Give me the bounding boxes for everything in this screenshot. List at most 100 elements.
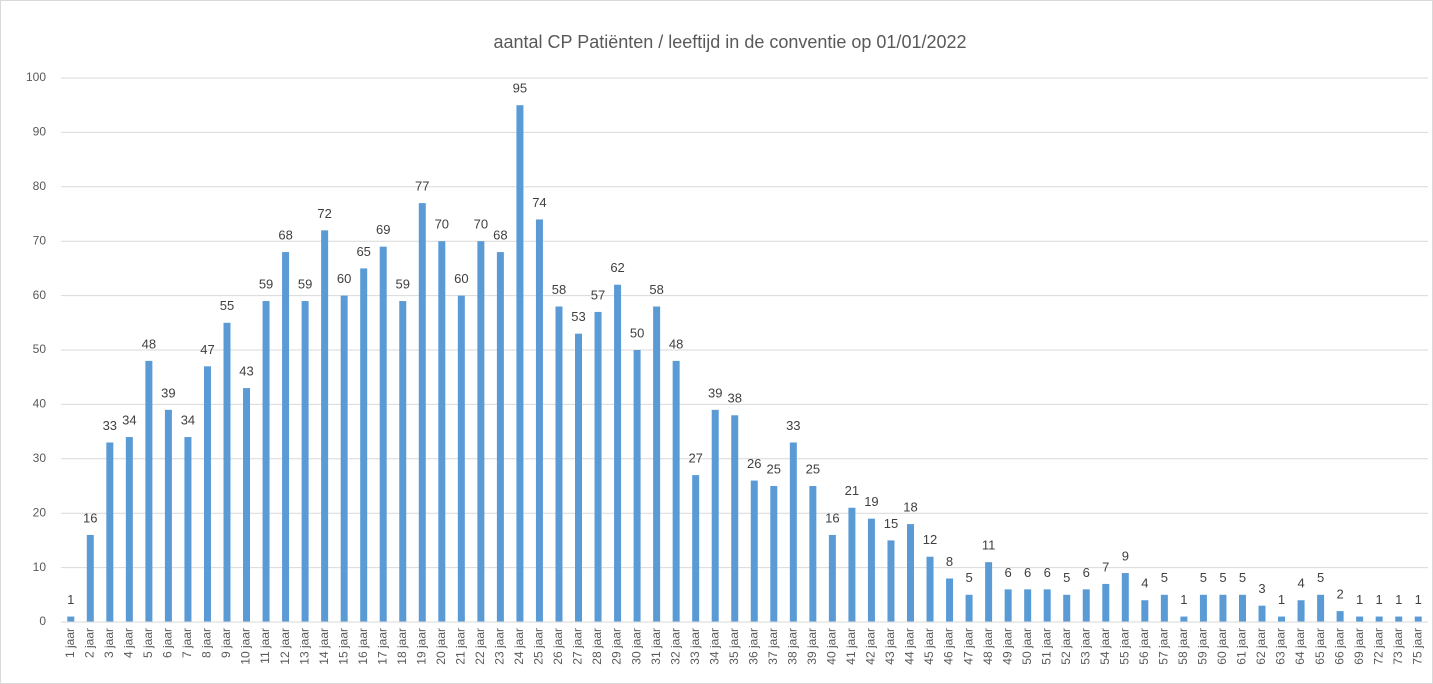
bar [575,333,583,622]
y-tick-label: 20 [33,505,47,519]
bar [164,409,172,622]
data-label: 16 [825,510,839,525]
x-tick-label: 39 jaar [805,628,819,665]
x-tick-label: 20 jaar [434,628,448,665]
x-tick-label: 75 jaar [1410,628,1424,665]
data-label: 53 [571,309,585,324]
bar [125,437,133,622]
x-tick-label: 7 jaar [180,628,194,658]
data-label: 95 [513,81,527,96]
data-label: 59 [298,276,312,291]
bar [614,284,622,622]
bar [418,203,426,622]
x-tick-label: 22 jaar [473,628,487,665]
y-tick-label: 0 [39,614,46,628]
data-label: 6 [1083,565,1090,580]
bar [633,350,641,622]
x-tick-label: 30 jaar [629,628,643,665]
bar [1180,616,1188,622]
data-label: 1 [1356,592,1363,607]
data-label: 47 [200,342,214,357]
x-tick-label: 35 jaar [727,628,741,665]
x-tick-label: 9 jaar [219,628,233,658]
bar [67,616,75,622]
bar [223,322,231,622]
x-tick-label: 56 jaar [1137,628,1151,665]
bar [1395,616,1403,622]
data-label: 60 [337,271,351,286]
bar [750,480,758,622]
bar [1004,589,1012,622]
x-tick-label: 60 jaar [1215,628,1229,665]
data-label: 68 [278,228,292,243]
y-tick-label: 100 [26,70,46,84]
data-label: 15 [884,516,898,531]
bar [1141,600,1149,622]
x-tick-label: 52 jaar [1059,628,1073,665]
data-label: 1 [1180,592,1187,607]
data-label: 5 [1200,570,1207,585]
y-tick-label: 30 [33,451,47,465]
x-tick-label: 64 jaar [1293,628,1307,665]
data-label: 5 [1219,570,1226,585]
bar [965,594,973,622]
bar [867,518,875,622]
x-tick-label: 32 jaar [668,628,682,665]
data-label: 11 [982,538,996,553]
bar [243,388,251,622]
bar [1199,594,1207,622]
data-label: 5 [1063,570,1070,585]
bar [301,301,309,622]
data-label: 25 [806,461,820,476]
bar [770,486,778,622]
data-label: 70 [474,217,488,232]
x-tick-label: 4 jaar [122,628,136,658]
bar [1082,589,1090,622]
x-tick-label: 50 jaar [1020,628,1034,665]
bar [1063,594,1071,622]
data-label: 5 [965,570,972,585]
x-tick-label: 72 jaar [1371,628,1385,665]
bar [282,252,290,622]
x-tick-label: 3 jaar [102,628,116,658]
data-label: 70 [435,217,449,232]
bar [1043,589,1051,622]
x-tick-label: 1 jaar [63,628,77,658]
x-tick-label: 6 jaar [161,628,175,658]
bar [1317,594,1325,622]
x-tick-label: 45 jaar [922,628,936,665]
data-label: 1 [67,592,74,607]
x-tick-label: 31 jaar [649,628,663,665]
x-tick-label: 38 jaar [785,628,799,665]
bar [1375,616,1383,622]
bar [262,301,270,622]
bar [321,230,329,622]
bar [711,409,719,622]
data-label: 48 [142,336,156,351]
bar [496,252,504,622]
data-label: 33 [786,418,800,433]
bar [516,105,524,622]
bar [1258,605,1266,622]
x-tick-label: 5 jaar [141,628,155,658]
x-tick-label: 19 jaar [414,628,428,665]
x-tick-label: 55 jaar [1117,628,1131,665]
bar [1414,616,1422,622]
data-label: 25 [767,461,781,476]
data-label: 21 [845,483,859,498]
data-label: 4 [1297,576,1304,591]
data-label: 8 [946,554,953,569]
x-tick-label: 58 jaar [1176,628,1190,665]
data-label: 5 [1317,570,1324,585]
y-tick-label: 10 [33,560,47,574]
bar [731,415,739,622]
data-label: 9 [1122,548,1129,563]
bar [1238,594,1246,622]
data-label: 69 [376,222,390,237]
x-tick-label: 63 jaar [1274,628,1288,665]
data-label: 39 [708,385,722,400]
bar [438,241,446,622]
x-tick-label: 44 jaar [903,628,917,665]
data-label: 57 [591,287,605,302]
data-label: 48 [669,336,683,351]
